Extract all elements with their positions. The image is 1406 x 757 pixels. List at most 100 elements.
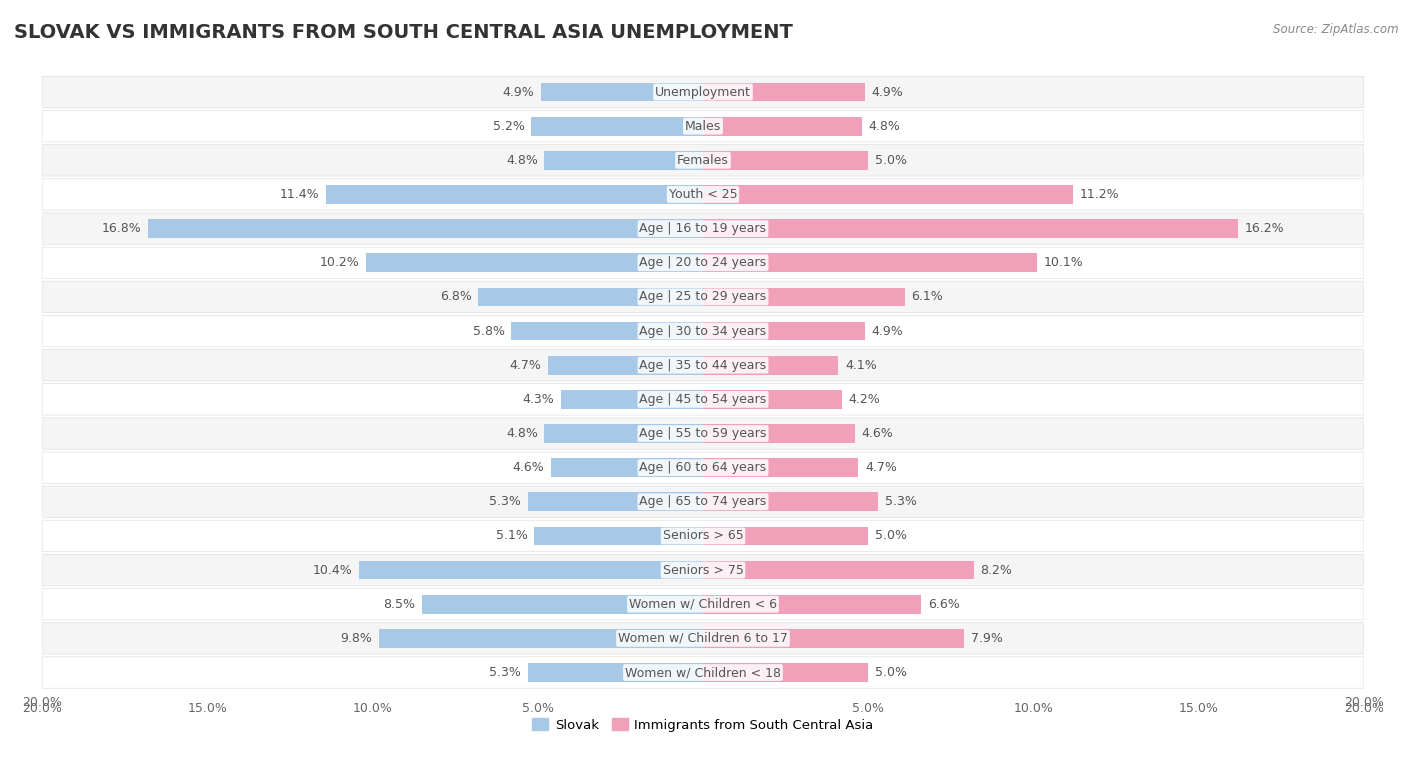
Text: 20.0%: 20.0%	[1344, 696, 1384, 709]
Bar	[703, 561, 974, 580]
Text: Females: Females	[678, 154, 728, 167]
Bar	[703, 185, 1073, 204]
Text: 5.3%: 5.3%	[489, 495, 522, 508]
Bar	[326, 185, 703, 204]
FancyBboxPatch shape	[42, 213, 1364, 245]
Text: 4.8%: 4.8%	[868, 120, 900, 132]
Text: 4.9%: 4.9%	[872, 86, 903, 98]
Bar	[527, 663, 703, 682]
Text: 4.7%: 4.7%	[509, 359, 541, 372]
Bar	[703, 151, 868, 170]
Text: 4.8%: 4.8%	[506, 427, 537, 440]
FancyBboxPatch shape	[42, 486, 1364, 518]
FancyBboxPatch shape	[42, 657, 1364, 688]
Bar	[551, 458, 703, 477]
Bar	[512, 322, 703, 341]
FancyBboxPatch shape	[42, 76, 1364, 107]
Text: 20.0%: 20.0%	[22, 696, 62, 709]
Text: Age | 45 to 54 years: Age | 45 to 54 years	[640, 393, 766, 406]
Bar	[703, 356, 838, 375]
Legend: Slovak, Immigrants from South Central Asia: Slovak, Immigrants from South Central As…	[527, 713, 879, 737]
Bar	[703, 424, 855, 443]
FancyBboxPatch shape	[42, 281, 1364, 313]
FancyBboxPatch shape	[42, 554, 1364, 586]
Text: 16.2%: 16.2%	[1244, 222, 1285, 235]
Bar	[380, 629, 703, 648]
Text: Seniors > 75: Seniors > 75	[662, 564, 744, 577]
FancyBboxPatch shape	[42, 520, 1364, 552]
Text: Unemployment: Unemployment	[655, 86, 751, 98]
Text: 9.8%: 9.8%	[340, 632, 373, 645]
Text: 4.6%: 4.6%	[513, 461, 544, 474]
Text: 6.6%: 6.6%	[928, 598, 959, 611]
Text: 5.1%: 5.1%	[496, 529, 527, 543]
Bar	[422, 595, 703, 614]
Text: 11.4%: 11.4%	[280, 188, 319, 201]
Text: Age | 55 to 59 years: Age | 55 to 59 years	[640, 427, 766, 440]
FancyBboxPatch shape	[42, 247, 1364, 279]
Bar	[541, 83, 703, 101]
FancyBboxPatch shape	[42, 384, 1364, 415]
Bar	[703, 83, 865, 101]
Bar	[544, 424, 703, 443]
Text: 5.0%: 5.0%	[875, 529, 907, 543]
Bar	[703, 492, 879, 511]
Text: 5.8%: 5.8%	[472, 325, 505, 338]
Text: 8.2%: 8.2%	[980, 564, 1012, 577]
Bar	[531, 117, 703, 136]
Text: Women w/ Children < 6: Women w/ Children < 6	[628, 598, 778, 611]
Text: 4.9%: 4.9%	[872, 325, 903, 338]
Text: SLOVAK VS IMMIGRANTS FROM SOUTH CENTRAL ASIA UNEMPLOYMENT: SLOVAK VS IMMIGRANTS FROM SOUTH CENTRAL …	[14, 23, 793, 42]
Bar	[534, 527, 703, 545]
FancyBboxPatch shape	[42, 588, 1364, 620]
Text: Women w/ Children 6 to 17: Women w/ Children 6 to 17	[619, 632, 787, 645]
Text: 5.2%: 5.2%	[492, 120, 524, 132]
Bar	[703, 220, 1239, 238]
Text: 5.3%: 5.3%	[489, 666, 522, 679]
Bar	[703, 527, 868, 545]
Text: Males: Males	[685, 120, 721, 132]
Text: Age | 30 to 34 years: Age | 30 to 34 years	[640, 325, 766, 338]
Text: 4.6%: 4.6%	[862, 427, 893, 440]
Bar	[544, 151, 703, 170]
Text: Age | 20 to 24 years: Age | 20 to 24 years	[640, 257, 766, 269]
Text: 10.4%: 10.4%	[314, 564, 353, 577]
Text: 7.9%: 7.9%	[970, 632, 1002, 645]
FancyBboxPatch shape	[42, 350, 1364, 381]
FancyBboxPatch shape	[42, 111, 1364, 142]
Bar	[366, 254, 703, 273]
Bar	[703, 117, 862, 136]
Text: Age | 16 to 19 years: Age | 16 to 19 years	[640, 222, 766, 235]
Text: 11.2%: 11.2%	[1080, 188, 1119, 201]
Bar	[703, 595, 921, 614]
Text: 4.9%: 4.9%	[503, 86, 534, 98]
FancyBboxPatch shape	[42, 452, 1364, 484]
Bar	[548, 356, 703, 375]
Text: 5.0%: 5.0%	[875, 154, 907, 167]
FancyBboxPatch shape	[42, 179, 1364, 210]
Text: 6.1%: 6.1%	[911, 291, 943, 304]
Text: Source: ZipAtlas.com: Source: ZipAtlas.com	[1274, 23, 1399, 36]
Bar	[703, 390, 842, 409]
Text: 4.7%: 4.7%	[865, 461, 897, 474]
Text: 4.3%: 4.3%	[523, 393, 554, 406]
Text: Age | 35 to 44 years: Age | 35 to 44 years	[640, 359, 766, 372]
Bar	[527, 492, 703, 511]
Text: 4.2%: 4.2%	[848, 393, 880, 406]
Bar	[148, 220, 703, 238]
Text: 5.0%: 5.0%	[875, 666, 907, 679]
Bar	[703, 629, 965, 648]
Bar	[703, 254, 1036, 273]
Text: Youth < 25: Youth < 25	[669, 188, 737, 201]
Bar	[360, 561, 703, 580]
FancyBboxPatch shape	[42, 623, 1364, 654]
Bar	[561, 390, 703, 409]
Text: Age | 25 to 29 years: Age | 25 to 29 years	[640, 291, 766, 304]
Text: 4.8%: 4.8%	[506, 154, 537, 167]
Text: 10.1%: 10.1%	[1043, 257, 1083, 269]
Text: 5.3%: 5.3%	[884, 495, 917, 508]
Text: 10.2%: 10.2%	[319, 257, 360, 269]
Text: Age | 60 to 64 years: Age | 60 to 64 years	[640, 461, 766, 474]
Text: 8.5%: 8.5%	[384, 598, 416, 611]
Bar	[703, 458, 858, 477]
